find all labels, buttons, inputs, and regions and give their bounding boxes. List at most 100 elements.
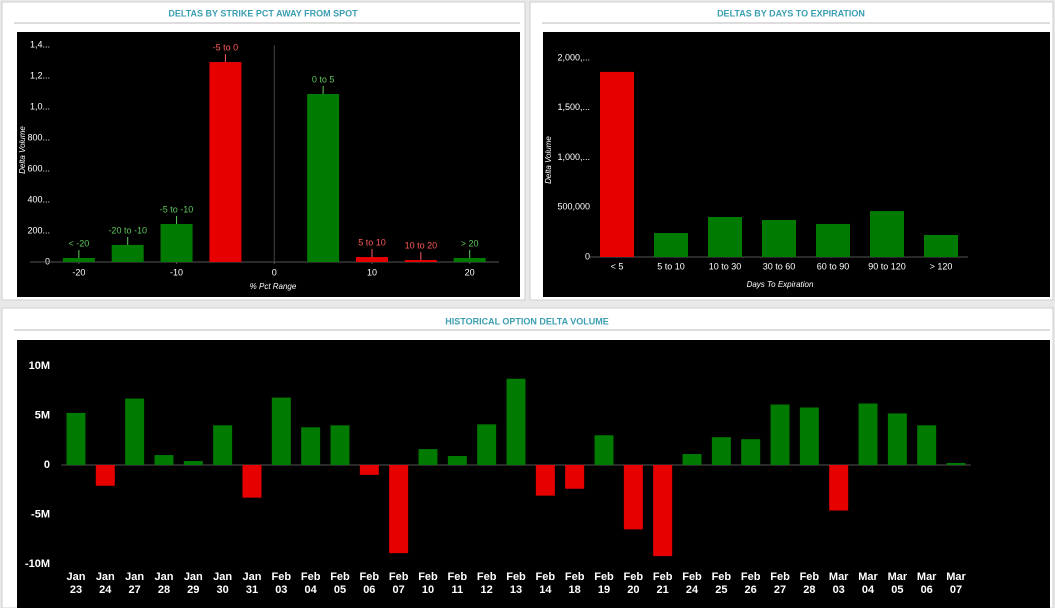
bar xyxy=(654,233,688,257)
x-tick-label: 10 xyxy=(367,267,377,277)
bar xyxy=(741,439,761,465)
bar xyxy=(160,224,193,262)
bar xyxy=(209,62,242,262)
y-tick-label: 1,000,... xyxy=(557,152,590,162)
x-tick-label: Feb 11 xyxy=(447,571,468,596)
y-tick-label: 0 xyxy=(45,256,50,266)
y-tick-label: 200... xyxy=(27,225,50,235)
y-tick-label: -10M xyxy=(25,558,50,570)
x-tick-label: Jan 27 xyxy=(125,571,145,596)
x-tick-label: Feb 27 xyxy=(770,571,790,596)
bar xyxy=(708,216,742,257)
bar xyxy=(453,257,486,262)
x-tick-label: Feb 10 xyxy=(418,571,438,596)
bar xyxy=(600,71,634,257)
bar-label: -20 to -10 xyxy=(108,225,147,235)
x-tick-label: Feb 05 xyxy=(330,571,350,596)
bar xyxy=(62,257,95,262)
bar xyxy=(762,219,796,257)
x-tick-label: 0 xyxy=(272,267,277,277)
bar xyxy=(816,223,850,257)
bar xyxy=(946,462,966,465)
bar xyxy=(66,412,86,465)
bar xyxy=(870,211,904,257)
x-tick-label: Mar 03 xyxy=(828,571,849,596)
bar xyxy=(389,464,409,554)
bar xyxy=(917,425,937,465)
bar xyxy=(506,378,526,465)
bar xyxy=(924,235,958,257)
y-tick-label: 1,500,... xyxy=(557,102,590,112)
bar xyxy=(418,449,438,465)
y-tick-label: 1,0... xyxy=(30,101,50,111)
bar xyxy=(477,424,497,465)
chart-title: HISTORICAL OPTION DELTA VOLUME xyxy=(445,316,609,326)
bar xyxy=(711,437,731,465)
x-tick-label: Jan 23 xyxy=(66,571,86,596)
x-tick-label: Jan 29 xyxy=(183,571,203,596)
bar xyxy=(565,464,585,489)
x-tick-label: Feb 19 xyxy=(594,571,614,596)
x-tick-label: Mar 04 xyxy=(858,571,878,596)
y-tick-label: 500,000 xyxy=(557,202,590,212)
x-tick-label: Feb 07 xyxy=(388,571,409,596)
bar-label: -5 to 0 xyxy=(213,42,239,52)
plot-area xyxy=(17,32,520,297)
y-tick-label: 1,2... xyxy=(30,70,50,80)
x-tick-label: -20 xyxy=(72,267,85,277)
x-tick-label: Feb 24 xyxy=(682,571,702,596)
x-axis-title: % Pct Range xyxy=(250,282,297,291)
bar-label: -5 to -10 xyxy=(160,204,194,214)
x-tick-label: Feb 18 xyxy=(564,571,585,596)
x-tick-label: < 5 xyxy=(611,261,624,271)
y-tick-label: 5M xyxy=(35,409,50,421)
x-tick-label: > 120 xyxy=(930,261,953,271)
x-tick-label: 30 to 60 xyxy=(763,261,796,271)
bar xyxy=(111,244,144,262)
bar-label: 5 to 10 xyxy=(358,237,386,247)
x-tick-label: Mar 07 xyxy=(946,571,966,596)
y-tick-label: 400... xyxy=(27,194,50,204)
bar xyxy=(359,464,379,475)
x-tick-label: Mar 06 xyxy=(916,571,937,596)
y-tick-label: 10M xyxy=(29,360,50,372)
bar xyxy=(95,464,115,486)
bar xyxy=(829,464,849,511)
x-tick-label: Feb 20 xyxy=(623,571,644,596)
x-tick-label: 60 to 90 xyxy=(817,261,850,271)
bar xyxy=(799,407,819,465)
bar xyxy=(183,460,203,465)
x-tick-label: Jan 30 xyxy=(213,571,233,596)
bar xyxy=(301,427,321,465)
y-tick-label: -5M xyxy=(31,508,50,520)
y-tick-label: 800... xyxy=(27,132,50,142)
x-tick-label: Feb 25 xyxy=(711,571,732,596)
bar xyxy=(887,413,907,465)
x-tick-label: Jan 28 xyxy=(154,571,174,596)
y-tick-label: 600... xyxy=(27,163,50,173)
bar xyxy=(682,454,702,465)
x-tick-label: Jan 31 xyxy=(242,571,262,596)
x-tick-label: 90 to 120 xyxy=(868,261,906,271)
bar xyxy=(594,435,614,465)
y-tick-label: 0 xyxy=(44,459,50,471)
bar xyxy=(623,464,643,530)
y-axis-title: Delta Volume xyxy=(18,126,27,174)
y-axis-title: Delta Volume xyxy=(544,136,553,184)
x-tick-label: 5 to 10 xyxy=(657,261,685,271)
bar xyxy=(242,464,262,498)
bar xyxy=(271,397,291,465)
bar-label: 10 to 20 xyxy=(405,240,438,250)
x-tick-label: Feb 21 xyxy=(652,571,673,596)
bar xyxy=(447,456,467,465)
x-tick-label: 20 xyxy=(465,267,475,277)
plot-area xyxy=(17,340,1050,608)
bar-label: < -20 xyxy=(68,238,89,248)
x-tick-label: Feb 06 xyxy=(359,571,380,596)
bar xyxy=(307,93,340,262)
y-tick-label: 2,000,... xyxy=(557,52,590,62)
x-tick-label: 10 to 30 xyxy=(709,261,742,271)
x-tick-label: Feb 13 xyxy=(506,571,526,596)
